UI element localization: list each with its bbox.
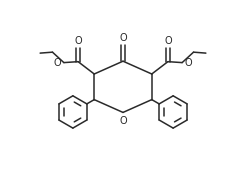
Text: O: O (74, 36, 82, 46)
Text: O: O (54, 58, 62, 68)
Text: O: O (184, 58, 192, 68)
Text: O: O (119, 33, 127, 43)
Text: O: O (164, 36, 172, 46)
Text: O: O (119, 116, 127, 126)
